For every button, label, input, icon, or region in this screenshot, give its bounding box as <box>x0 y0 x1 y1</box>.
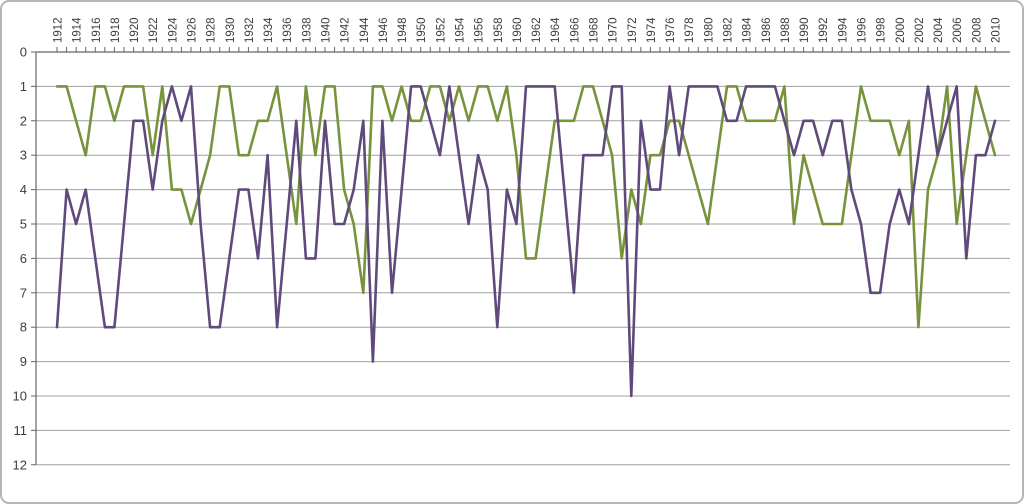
y-tick-label: 11 <box>14 423 28 438</box>
x-tick-label: 1930 <box>225 17 237 43</box>
x-tick-label: 1956 <box>474 17 486 43</box>
x-tick-label: 1936 <box>282 17 294 43</box>
y-tick-label: 12 <box>13 457 27 472</box>
x-tick-label: 1954 <box>455 17 467 43</box>
x-tick-label: 1980 <box>703 17 715 43</box>
x-tick-label: 1990 <box>799 17 811 43</box>
y-tick-label: 9 <box>20 354 27 369</box>
y-tick-label: 2 <box>20 113 27 128</box>
x-tick-label: 1914 <box>72 17 84 43</box>
x-tick-label: 1922 <box>148 17 160 43</box>
x-tick-label: 1970 <box>608 17 620 43</box>
y-tick-label: 7 <box>20 285 27 300</box>
x-tick-label: 2004 <box>933 17 945 43</box>
x-tick-label: 1992 <box>818 17 830 43</box>
y-tick-label: 0 <box>20 45 27 60</box>
x-tick-label: 1972 <box>627 17 639 43</box>
x-tick-label: 1950 <box>416 17 428 43</box>
x-tick-label: 1932 <box>244 17 256 43</box>
y-tick-label: 8 <box>20 320 27 335</box>
x-tick-label: 1918 <box>110 17 122 43</box>
x-tick-label: 2008 <box>971 17 983 43</box>
y-tick-label: 5 <box>20 217 27 232</box>
x-tick-label: 1924 <box>167 17 179 43</box>
x-tick-label: 1988 <box>780 17 792 43</box>
y-tick-label: 4 <box>20 182 27 197</box>
x-tick-label: 1982 <box>723 17 735 43</box>
x-tick-label: 1934 <box>263 17 275 43</box>
x-tick-label: 1928 <box>206 17 218 43</box>
x-tick-label: 1964 <box>550 17 562 43</box>
y-tick-label: 6 <box>20 251 27 266</box>
x-tick-label: 1974 <box>646 17 658 43</box>
x-tick-label: 1942 <box>340 17 352 43</box>
x-tick-label: 1968 <box>589 17 601 43</box>
x-tick-label: 1996 <box>857 17 869 43</box>
y-tick-label: 3 <box>20 148 27 163</box>
x-tick-label: 2006 <box>952 17 964 43</box>
x-tick-label: 1940 <box>321 17 333 43</box>
x-tick-label: 1962 <box>531 17 543 43</box>
x-tick-label: 1998 <box>876 17 888 43</box>
x-tick-label: 1960 <box>512 17 524 43</box>
x-tick-label: 1984 <box>742 17 754 43</box>
purple-series-line <box>55 85 997 398</box>
y-tick-label: 10 <box>13 389 27 404</box>
x-tick-label: 1912 <box>53 17 65 43</box>
axes <box>31 47 1010 466</box>
x-tick-label: 1966 <box>569 17 581 43</box>
x-tick-label: 1916 <box>91 17 103 43</box>
x-tick-label: 1976 <box>665 17 677 43</box>
green-series-line <box>55 85 997 329</box>
x-tick-label: 1952 <box>435 17 447 43</box>
y-tick-label: 1 <box>20 79 27 94</box>
x-tick-label: 1994 <box>837 17 849 43</box>
x-tick-label: 1948 <box>397 17 409 43</box>
x-tick-label: 1926 <box>187 17 199 43</box>
x-tick-label: 2000 <box>895 17 907 43</box>
x-tick-label: 2002 <box>914 17 926 43</box>
x-tick-label: 1944 <box>359 17 371 43</box>
x-tick-label: 1978 <box>684 17 696 43</box>
x-tick-label: 1938 <box>301 17 313 43</box>
x-tick-label: 1920 <box>129 17 141 43</box>
data-series <box>55 85 997 398</box>
x-tick-label: 1986 <box>761 17 773 43</box>
x-tick-label: 2010 <box>991 17 1003 43</box>
x-tick-label: 1946 <box>378 17 390 43</box>
x-tick-label: 1958 <box>493 17 505 43</box>
